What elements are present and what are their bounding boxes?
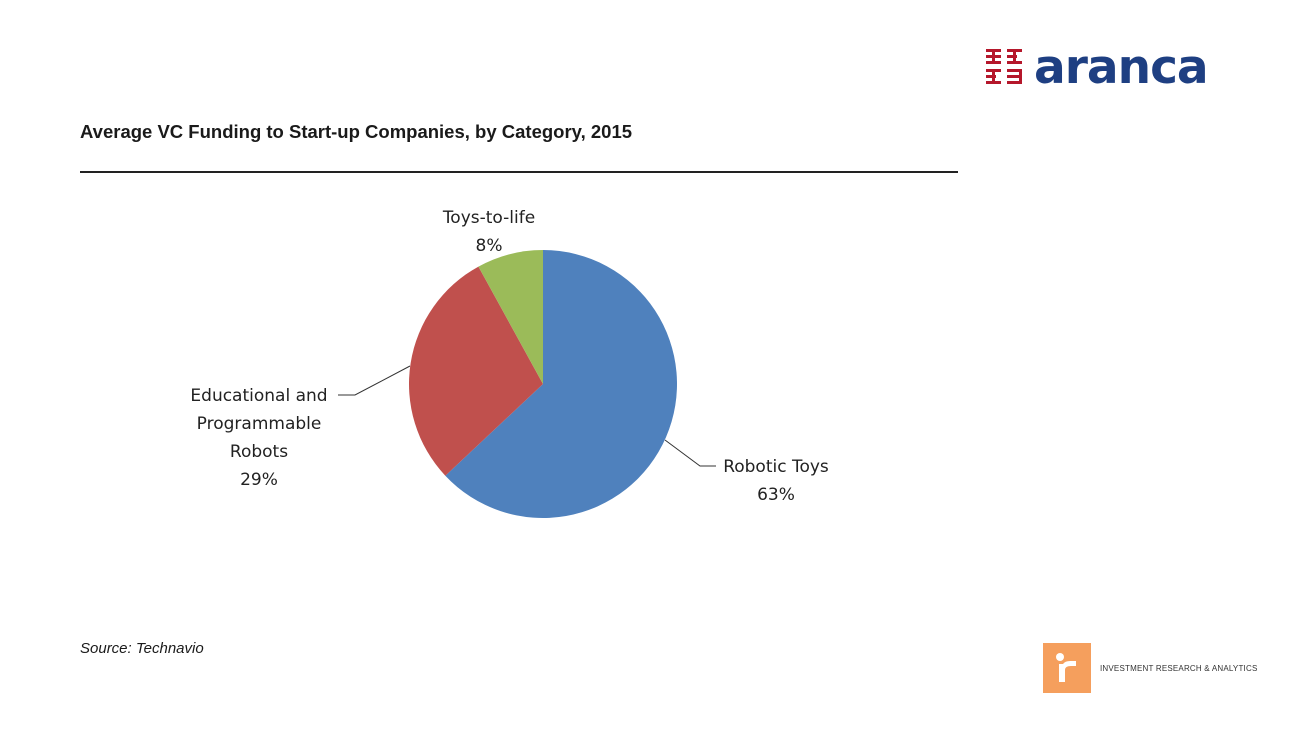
slice-percent-label: 8% [476, 236, 503, 256]
brand-wordmark: aranca [1034, 39, 1209, 95]
slice-category-label: Programmable [197, 414, 322, 434]
title-divider [80, 171, 958, 173]
chart-title: Average VC Funding to Start-up Companies… [80, 121, 633, 142]
slice-category-label: Educational and [190, 386, 327, 406]
aranca-badge-logo: INVESTMENT RESEARCH & ANALYTICS [1043, 643, 1258, 693]
slice-percent-label: 63% [757, 485, 795, 505]
aranca-r-badge-icon [1043, 643, 1091, 693]
pie-slice-robotic-toys [445, 250, 678, 518]
aranca-logo: aranca [984, 39, 1209, 95]
slice-category-label: Robotic Toys [723, 457, 829, 477]
leader-line [664, 439, 716, 467]
brand-tagline: INVESTMENT RESEARCH & ANALYTICS [1100, 663, 1258, 673]
pie-slice-educational-and-programmable-robots [408, 266, 543, 476]
leader-line [338, 365, 411, 396]
source-note: Source: Technavio [80, 640, 204, 657]
slice-percent-label: 29% [240, 470, 278, 490]
aranca-seal-icon [986, 49, 1022, 84]
pie-slice-toys-to-life [478, 250, 543, 384]
slice-category-label: Toys-to-life [442, 208, 535, 228]
slice-category-label: Robots [230, 442, 288, 462]
